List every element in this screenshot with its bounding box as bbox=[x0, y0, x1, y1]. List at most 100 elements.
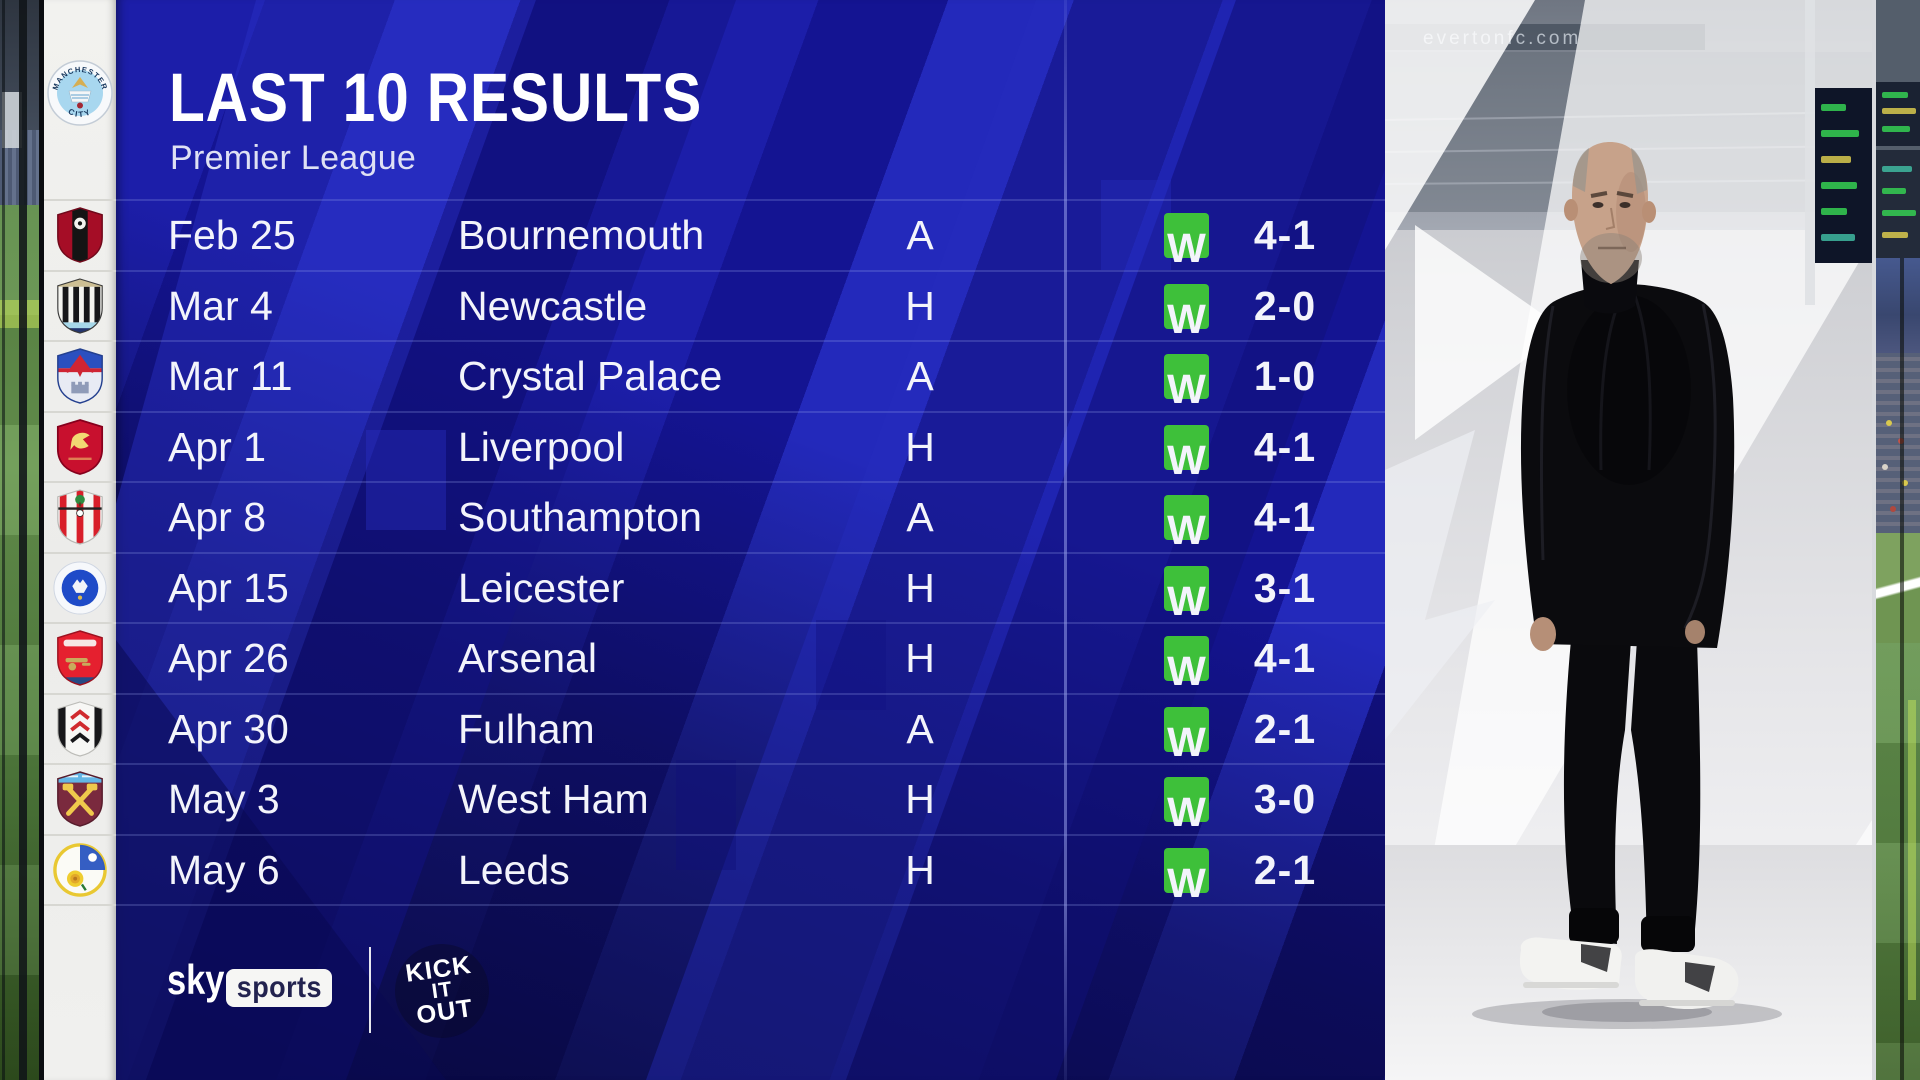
home-away-indicator: H bbox=[905, 423, 935, 470]
home-away-indicator: H bbox=[905, 282, 935, 329]
result-badge: W bbox=[1164, 565, 1209, 624]
results-table: Feb 25 Bournemouth A W 4-1 Mar 4 Newcast… bbox=[116, 0, 1385, 1080]
sky-sports-logo-box: sports bbox=[226, 969, 332, 1007]
match-date: Mar 11 bbox=[168, 353, 293, 399]
home-away-indicator: A bbox=[906, 212, 934, 258]
stadium-video-left-edge bbox=[0, 0, 44, 1080]
southampton-crest-icon bbox=[44, 482, 116, 553]
west-ham-crest-icon bbox=[44, 764, 116, 835]
page-subtitle: Premier League bbox=[170, 139, 417, 177]
sky-sports-logo-text: sports bbox=[236, 971, 322, 1004]
sidebar-separator bbox=[44, 904, 116, 906]
row-divider bbox=[116, 763, 1385, 765]
opponent-name: Arsenal bbox=[458, 635, 598, 681]
match-score: 2-0 bbox=[1253, 282, 1317, 329]
row-divider bbox=[116, 481, 1385, 483]
diagonal-pattern bbox=[116, 0, 1385, 1080]
liverpool-crest-icon bbox=[44, 412, 116, 483]
home-away-indicator: H bbox=[905, 564, 935, 611]
sky-logo: sky bbox=[167, 956, 225, 1003]
manager-photo: evertonfc.com bbox=[1385, 0, 1872, 1080]
result-badge: W bbox=[1164, 706, 1209, 765]
match-date: Apr 15 bbox=[168, 564, 289, 611]
row-divider bbox=[116, 551, 1385, 554]
sidebar-separator bbox=[44, 199, 116, 201]
result-badge: W bbox=[1164, 424, 1209, 483]
result-row: Apr 1 Liverpool H W 4-1 bbox=[116, 412, 1385, 483]
bournemouth-crest-icon bbox=[44, 200, 116, 271]
result-row: Feb 25 Bournemouth A W 4-1 bbox=[116, 200, 1385, 271]
opponent-name: Leeds bbox=[458, 846, 570, 893]
match-date: Mar 4 bbox=[168, 282, 273, 329]
stadium-highlight-block bbox=[2, 92, 22, 148]
pitch-highlight bbox=[1908, 700, 1916, 1000]
opponent-name: Crystal Palace bbox=[458, 353, 723, 399]
match-date: Apr 8 bbox=[168, 494, 266, 540]
opponent-name: Liverpool bbox=[458, 423, 625, 470]
match-score: 2-1 bbox=[1253, 846, 1317, 893]
stadium-video-right-edge bbox=[1872, 0, 1920, 1080]
result-row: Mar 4 Newcastle H W 2-0 bbox=[116, 271, 1385, 342]
home-away-indicator: A bbox=[906, 353, 934, 399]
sidebar-separator bbox=[44, 340, 116, 342]
result-row: Apr 15 Leicester H W 3-1 bbox=[116, 553, 1385, 624]
svg-text:CITY: CITY bbox=[67, 107, 94, 119]
stadium-seats-strip bbox=[1876, 258, 1920, 353]
row-divider bbox=[116, 833, 1385, 836]
home-away-indicator: A bbox=[906, 705, 934, 752]
row-divider bbox=[116, 904, 1385, 906]
stadium-fence-line bbox=[1872, 0, 1876, 1080]
result-badge: W bbox=[1164, 847, 1209, 906]
sidebar-separator bbox=[44, 763, 116, 765]
result-badge: W bbox=[1164, 354, 1209, 412]
home-away-indicator: H bbox=[905, 776, 935, 822]
result-badge: W bbox=[1164, 283, 1209, 342]
crest-sidebar: MANCHESTER CITY bbox=[44, 0, 116, 1080]
stadium-crowd-strip bbox=[1876, 353, 1920, 533]
result-row: Apr 26 Arsenal H W 4-1 bbox=[116, 623, 1385, 694]
result-badge: W bbox=[1164, 636, 1209, 694]
result-row: Apr 30 Fulham A W 2-1 bbox=[116, 694, 1385, 765]
stadium-pole-icon bbox=[19, 0, 27, 1080]
match-score: 1-0 bbox=[1253, 353, 1317, 399]
leicester-crest-icon bbox=[44, 553, 116, 624]
match-score: 2-1 bbox=[1253, 705, 1317, 752]
row-divider bbox=[116, 199, 1385, 201]
sidebar-separator bbox=[44, 551, 116, 554]
result-row: May 3 West Ham H W 3-0 bbox=[116, 764, 1385, 835]
home-away-indicator: H bbox=[905, 846, 935, 893]
match-date: May 3 bbox=[168, 776, 280, 822]
crystal-palace-crest-icon bbox=[44, 341, 116, 412]
opponent-name: Newcastle bbox=[458, 282, 648, 329]
sidebar-separator bbox=[44, 410, 116, 413]
opponent-name: Southampton bbox=[458, 494, 702, 540]
manager-figure bbox=[1472, 142, 1782, 1029]
result-row: Apr 8 Southampton A W 4-1 bbox=[116, 482, 1385, 553]
logo-separator bbox=[369, 947, 371, 1033]
manchester-city-crest-icon: MANCHESTER CITY bbox=[45, 58, 115, 128]
stadium-scoreboard bbox=[1815, 88, 1872, 263]
sidebar-separator bbox=[44, 481, 116, 483]
result-row: Mar 11 Crystal Palace A W 1-0 bbox=[116, 341, 1385, 412]
match-date: Apr 26 bbox=[168, 635, 289, 681]
arsenal-crest-icon bbox=[44, 623, 116, 694]
match-date: May 6 bbox=[168, 846, 280, 893]
match-score: 3-0 bbox=[1253, 776, 1317, 822]
row-divider bbox=[116, 269, 1385, 272]
result-badge: W bbox=[1164, 777, 1209, 835]
row-divider bbox=[116, 340, 1385, 342]
stadium-pole-icon bbox=[2, 0, 5, 1080]
match-date: Apr 30 bbox=[168, 705, 289, 752]
sidebar-separator bbox=[44, 622, 116, 624]
match-date: Apr 1 bbox=[168, 423, 266, 470]
newcastle-crest-icon bbox=[44, 271, 116, 342]
home-away-indicator: H bbox=[905, 635, 935, 681]
sidebar-separator bbox=[44, 692, 116, 695]
column-divider bbox=[1064, 0, 1067, 1080]
edge-shadow bbox=[39, 0, 44, 1080]
home-away-indicator: A bbox=[906, 494, 934, 540]
match-date: Feb 25 bbox=[168, 212, 296, 258]
match-score: 4-1 bbox=[1253, 212, 1317, 258]
stadium-pole-icon bbox=[1900, 258, 1904, 1080]
